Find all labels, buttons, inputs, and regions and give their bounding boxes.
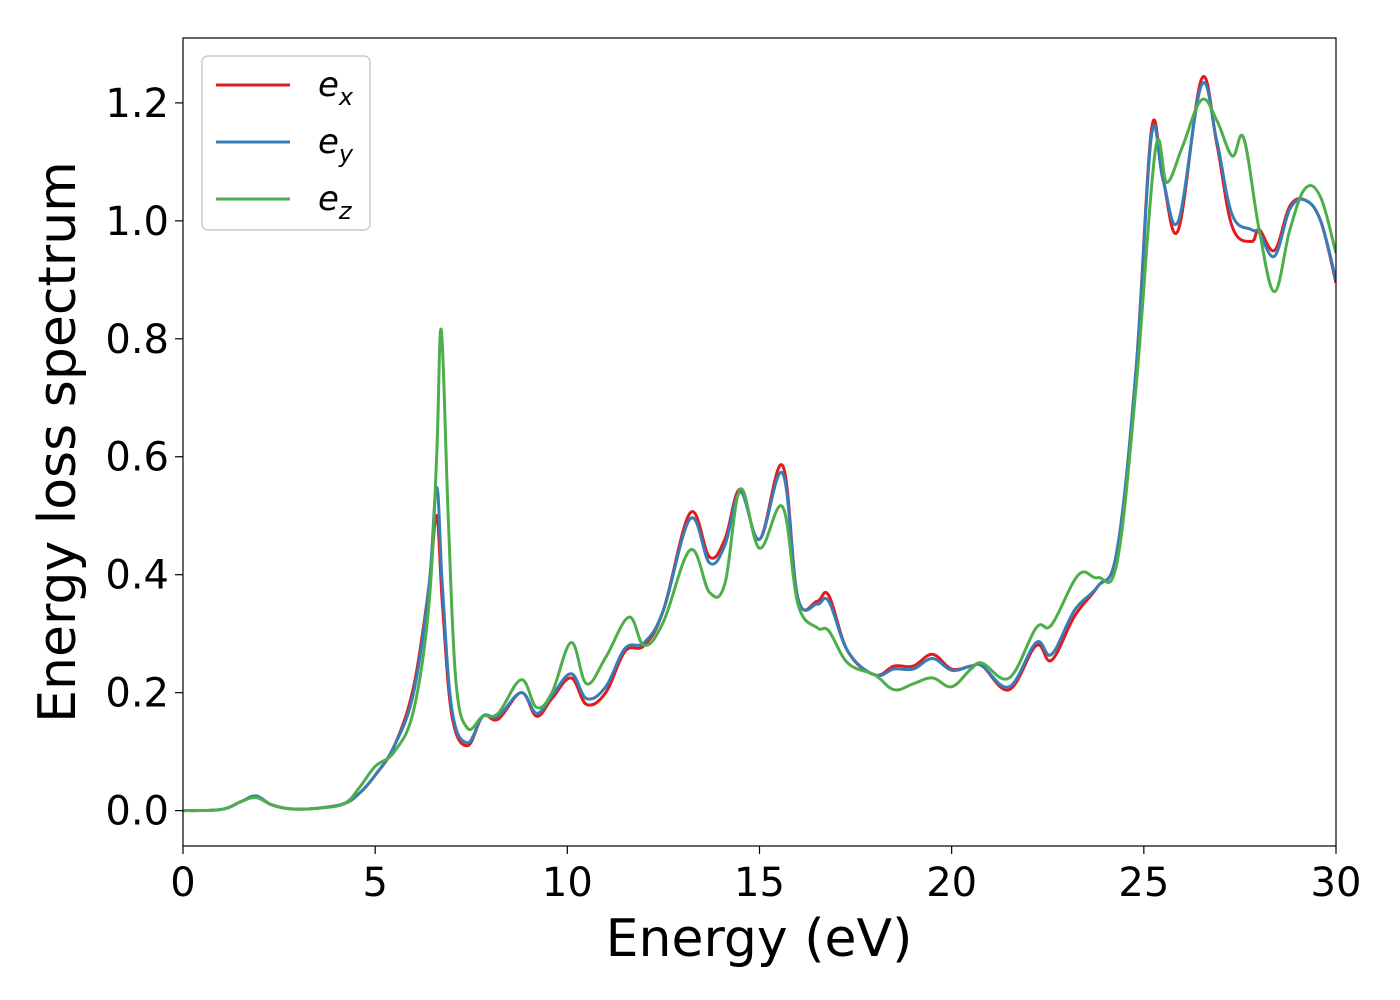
x-tick-label: 30 xyxy=(1311,860,1362,906)
series-line-e_y xyxy=(183,81,1336,813)
x-tick-label: 0 xyxy=(170,860,195,906)
x-axis-title: Energy (eV) xyxy=(606,909,913,969)
y-tick-label: 0.8 xyxy=(105,317,169,363)
y-axis-title: Energy loss spectrum xyxy=(28,161,88,723)
y-tick-label: 0.4 xyxy=(105,553,169,599)
x-tick-label: 5 xyxy=(362,860,387,906)
legend-label-e_y: ey xyxy=(318,122,354,168)
legend-label-e_x: ex xyxy=(318,65,354,111)
y-tick-label: 0.0 xyxy=(105,789,169,835)
x-tick-label: 10 xyxy=(542,860,593,906)
legend: ex ey ez xyxy=(201,55,371,231)
y-tick-label: 1.0 xyxy=(105,199,169,245)
x-tick-label: 15 xyxy=(734,860,785,906)
legend-label-e_z: ez xyxy=(318,179,353,225)
y-tick-label: 0.6 xyxy=(105,435,169,481)
plot-lines xyxy=(183,75,1336,813)
y-axis: 0.0 0.2 0.4 0.6 0.8 1.0 1.2 xyxy=(105,81,183,835)
x-tick-label: 20 xyxy=(926,860,977,906)
x-tick-label: 25 xyxy=(1118,860,1169,906)
y-tick-label: 0.2 xyxy=(105,671,169,717)
x-axis: 0 5 10 15 20 25 30 xyxy=(170,846,1361,906)
series-line-e_z xyxy=(183,97,1336,813)
y-tick-label: 1.2 xyxy=(105,81,169,127)
